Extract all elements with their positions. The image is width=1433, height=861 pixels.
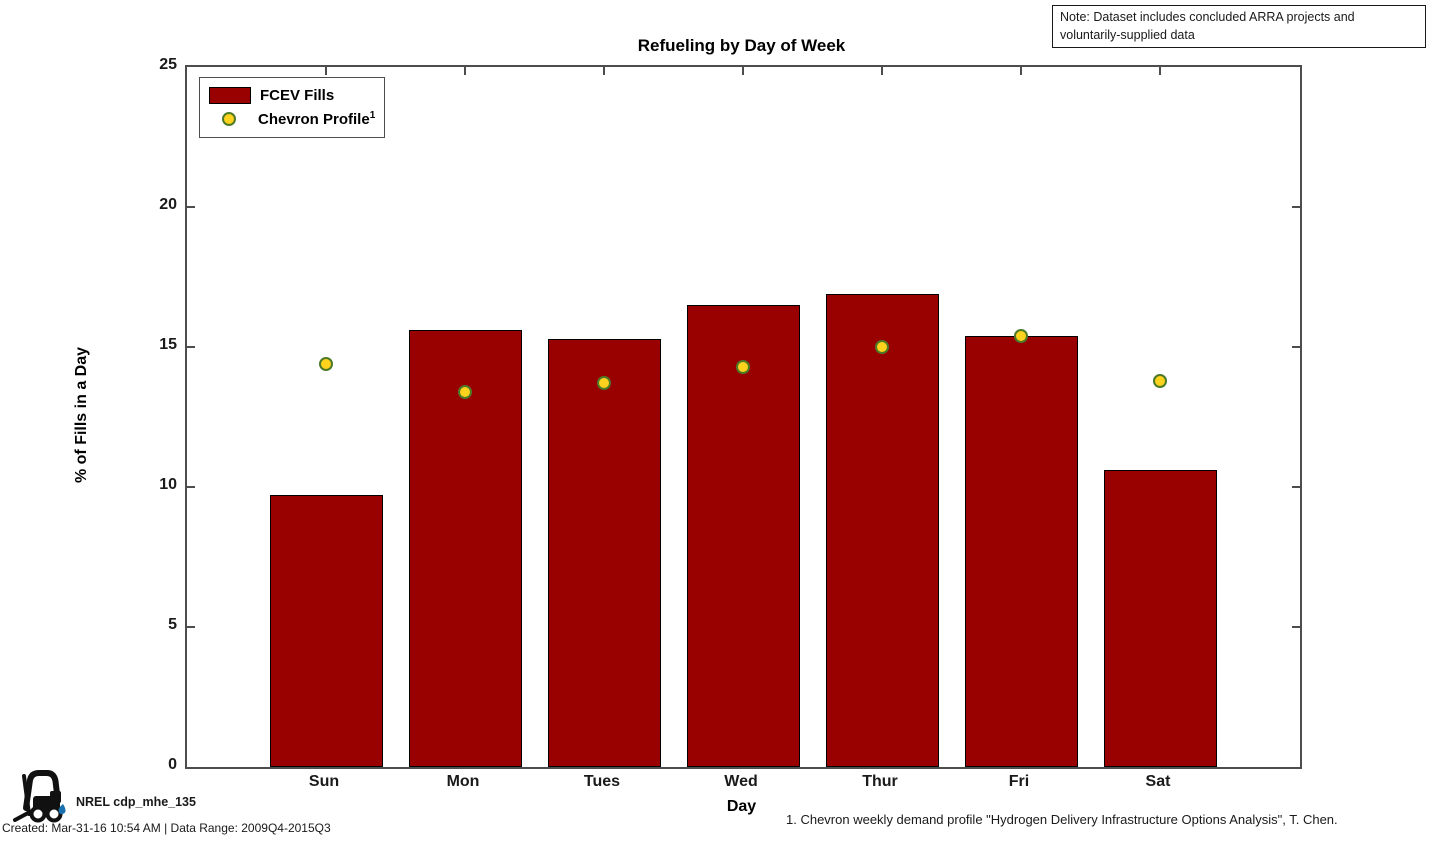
bar-swatch-icon: [209, 86, 251, 104]
x-tick-mark: [881, 67, 883, 75]
y-tick-mark: [187, 626, 195, 628]
marker-thur: [875, 340, 889, 354]
legend-item-chevron-profile: Chevron Profile1: [209, 107, 376, 131]
nrel-forklift-logo: [12, 768, 70, 829]
legend-item-fcev-fills: FCEV Fills: [209, 83, 376, 107]
bar-wed: [686, 305, 800, 767]
x-tick-label: Thur: [862, 773, 898, 790]
y-tick-label: 0: [168, 756, 177, 773]
marker-mon: [458, 384, 472, 399]
note-text: Note: Dataset includes concluded ARRA pr…: [1060, 10, 1355, 42]
forklift-wheel: [45, 805, 63, 823]
chevron-footnote: 1. Chevron weekly demand profile "Hydrog…: [786, 812, 1338, 827]
legend-box: FCEV Fills Chevron Profile1: [199, 77, 385, 138]
x-tick-label: Wed: [724, 773, 758, 790]
x-tick-mark: [464, 67, 466, 75]
marker-wed: [736, 359, 750, 374]
x-tick-label: Sun: [308, 773, 340, 790]
x-tick-mark: [325, 67, 327, 75]
created-data-range-label: Created: Mar-31-16 10:54 AM | Data Range…: [2, 821, 331, 835]
y-tick-label: 25: [159, 56, 177, 73]
y-tick-mark: [1292, 486, 1300, 488]
x-tick-label: Sat: [1145, 773, 1171, 790]
x-tick-label: Tues: [583, 773, 621, 790]
legend-label: FCEV Fills: [260, 86, 335, 104]
x-axis-label: Day: [726, 798, 757, 815]
y-tick-label: 15: [159, 336, 177, 353]
y-tick-label: 10: [159, 476, 177, 493]
y-tick-mark: [187, 486, 195, 488]
marker-tues: [597, 376, 611, 391]
bar-mon: [408, 330, 522, 767]
plot-area: [185, 65, 1302, 769]
x-tick-mark: [603, 67, 605, 75]
bar-sun: [269, 495, 383, 767]
y-tick-mark: [187, 346, 195, 348]
y-tick-mark: [1292, 346, 1300, 348]
chart-title: Refueling by Day of Week: [637, 36, 846, 55]
y-tick-label: 5: [168, 616, 177, 633]
forklift-hood: [50, 791, 61, 803]
bar-thur: [825, 293, 939, 767]
x-tick-mark: [1020, 67, 1022, 75]
bar-tues: [547, 338, 661, 767]
y-axis-label: % of Fills in a Day: [73, 346, 90, 484]
marker-sat: [1153, 373, 1167, 388]
marker-fri: [1014, 328, 1028, 343]
y-tick-label: 20: [159, 196, 177, 213]
hydrogen-droplet-icon: [58, 804, 66, 815]
bar-fri: [964, 335, 1078, 767]
forklift-guard: [23, 770, 60, 811]
legend-superscript: 1: [369, 110, 376, 121]
y-tick-mark: [1292, 626, 1300, 628]
forklift-fork: [13, 811, 30, 822]
x-tick-mark: [742, 67, 744, 75]
bar-sat: [1103, 470, 1217, 767]
marker-sun: [319, 356, 333, 371]
y-tick-mark: [187, 206, 195, 208]
x-tick-label: Mon: [446, 773, 480, 790]
forklift-wheel: [29, 805, 47, 823]
forklift-mast: [22, 774, 31, 816]
circle-marker-icon: [222, 112, 236, 126]
x-tick-label: Fri: [1008, 773, 1030, 790]
legend-label: Chevron Profile1: [258, 110, 376, 128]
x-tick-mark: [1159, 67, 1161, 75]
cdp-id-label: NREL cdp_mhe_135: [76, 795, 196, 809]
y-tick-mark: [1292, 206, 1300, 208]
marker-swatch-cell: [209, 112, 249, 126]
note-box: Note: Dataset includes concluded ARRA pr…: [1052, 5, 1426, 48]
